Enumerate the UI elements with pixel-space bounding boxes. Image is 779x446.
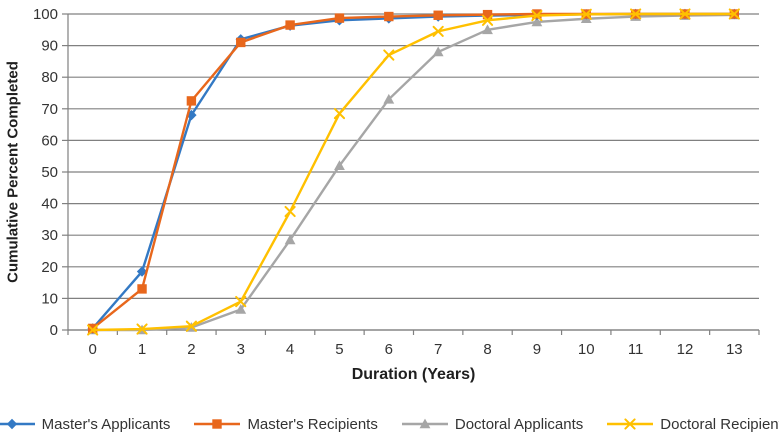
marker-master-s-recipients xyxy=(433,10,443,20)
x-tick-label: 4 xyxy=(286,341,294,358)
marker-doctoral-recipients xyxy=(630,8,642,20)
legend-marker-sample xyxy=(624,418,636,430)
x-tick-label: 8 xyxy=(483,341,491,358)
x-tick-label: 7 xyxy=(434,341,442,358)
y-tick-label: 80 xyxy=(41,69,58,86)
x-tick-label: 5 xyxy=(335,341,343,358)
x-tick-label: 6 xyxy=(385,341,393,358)
series-line-doctoral-recipients xyxy=(91,12,736,332)
legend-marker-sample xyxy=(6,418,17,430)
marker-master-s-recipients xyxy=(236,37,246,48)
line-x-marker-icon xyxy=(607,418,654,430)
x-axis-title: Duration (Years) xyxy=(351,366,476,383)
series-line-master-s-recipients xyxy=(91,12,736,330)
y-tick-label: 0 xyxy=(50,322,58,339)
y-axis-title: Cumulative Percent Completed xyxy=(4,61,22,283)
legend-label: Doctoral Recipients xyxy=(660,415,779,433)
x-tick-label: 13 xyxy=(726,341,743,358)
marker-master-s-recipients xyxy=(482,9,493,20)
line-diamond-marker-icon xyxy=(0,418,35,430)
marker-master-s-recipients xyxy=(137,284,147,294)
y-tick-label: 10 xyxy=(41,290,58,307)
legend-item-masters-applicants: Master's Applicants xyxy=(0,416,170,433)
y-tick-label: 40 xyxy=(41,196,58,213)
marker-doctoral-recipients xyxy=(235,295,247,308)
x-tick-label: 0 xyxy=(89,341,97,358)
legend-item-doctoral-recipients: Doctoral Recipients xyxy=(607,416,779,433)
x-tick-label: 3 xyxy=(237,341,245,358)
legend-label: Doctoral Applicants xyxy=(454,415,584,433)
line-triangle-marker-icon xyxy=(401,418,448,429)
x-tick-label: 12 xyxy=(677,341,694,358)
x-tick-label: 9 xyxy=(533,341,541,358)
marker-master-s-recipients xyxy=(186,96,197,106)
legend-item-doctoral-applicants: Doctoral Applicants xyxy=(401,415,584,433)
series-master-s-recipients xyxy=(87,9,740,334)
marker-doctoral-applicants xyxy=(482,24,493,35)
marker-doctoral-applicants xyxy=(531,16,543,27)
marker-master-s-recipients xyxy=(285,20,295,30)
y-tick-label: 50 xyxy=(41,164,58,181)
x-tick-label: 1 xyxy=(138,341,146,358)
y-tick-label: 20 xyxy=(41,259,58,276)
marker-master-s-recipients xyxy=(532,9,542,19)
y-tick-label: 30 xyxy=(41,227,58,244)
legend-label: Master's Applicants xyxy=(41,415,171,433)
marker-master-s-recipients xyxy=(334,13,345,23)
marker-master-s-recipients xyxy=(87,323,98,334)
marker-doctoral-recipients xyxy=(728,8,740,20)
marker-doctoral-recipients xyxy=(679,8,691,20)
marker-doctoral-applicants xyxy=(383,93,395,104)
marker-doctoral-applicants xyxy=(235,304,247,314)
y-tick-label: 70 xyxy=(41,101,58,118)
legend-marker-sample xyxy=(212,419,223,429)
x-tick-label: 10 xyxy=(578,341,595,358)
legend: Master's Applicants Master's Recipients … xyxy=(0,408,779,440)
x-tick-label: 2 xyxy=(187,341,195,358)
legend-label: Master's Recipients xyxy=(247,415,378,433)
marker-doctoral-applicants xyxy=(284,234,296,245)
y-tick-label: 90 xyxy=(41,38,58,55)
marker-doctoral-recipients xyxy=(136,323,148,335)
series-line-master-s-applicants xyxy=(91,12,736,330)
series-doctoral-recipients xyxy=(87,8,740,336)
marker-doctoral-recipients xyxy=(284,205,296,218)
marker-master-s-applicants xyxy=(136,266,148,277)
marker-doctoral-recipients xyxy=(333,107,346,120)
marker-doctoral-recipients xyxy=(383,49,395,61)
marker-doctoral-recipients xyxy=(531,9,543,22)
legend-marker-sample xyxy=(419,418,431,429)
y-tick-label: 60 xyxy=(41,132,58,149)
marker-doctoral-applicants xyxy=(334,160,345,170)
marker-doctoral-recipients xyxy=(185,320,197,332)
y-tick-label: 100 xyxy=(33,6,58,23)
x-tick-label: 11 xyxy=(628,341,644,358)
marker-doctoral-applicants xyxy=(432,46,444,57)
marker-master-s-recipients xyxy=(384,11,394,22)
marker-doctoral-recipients xyxy=(580,8,592,20)
marker-doctoral-recipients xyxy=(87,324,99,336)
line-square-marker-icon xyxy=(194,419,241,429)
marker-master-s-applicants xyxy=(186,109,197,121)
legend-item-masters-recipients: Master's Recipients xyxy=(194,415,378,433)
series-line-doctoral-applicants xyxy=(91,13,736,332)
marker-doctoral-recipients xyxy=(481,14,494,26)
marker-doctoral-recipients xyxy=(432,25,444,37)
series-master-s-applicants xyxy=(87,8,740,334)
